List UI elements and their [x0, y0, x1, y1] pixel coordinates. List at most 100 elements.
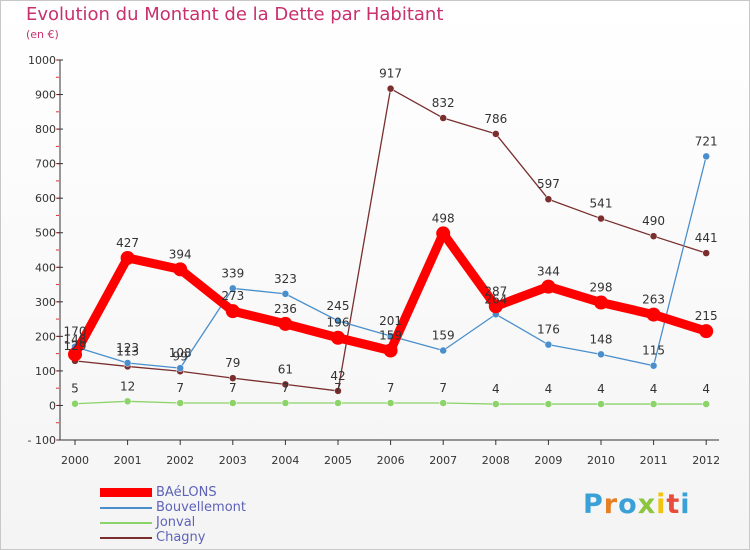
data-point-baélons [331, 330, 345, 345]
data-label: 597 [537, 177, 560, 191]
x-tick-label: 2002 [166, 454, 194, 467]
data-label: 4 [545, 382, 553, 396]
x-tick-label: 2004 [271, 454, 299, 467]
legend-item: Bouvellemont [100, 500, 246, 515]
data-point-chagny [597, 214, 605, 223]
data-point-baélons [173, 262, 188, 277]
data-point-baélons [436, 226, 451, 241]
data-point-jonval [702, 400, 710, 408]
data-label: 441 [695, 231, 718, 245]
data-label: 4 [492, 382, 500, 396]
data-label: 263 [642, 293, 665, 307]
data-label: 176 [537, 323, 560, 337]
data-label: 245 [327, 299, 350, 313]
data-label: 148 [590, 332, 613, 346]
data-label: 4 [597, 382, 605, 396]
data-label: 7 [282, 381, 290, 395]
data-point-chagny [386, 84, 395, 93]
x-tick-label: 2008 [482, 454, 510, 467]
data-label: 917 [379, 67, 402, 81]
y-tick-label: 700 [35, 158, 56, 171]
data-point-baélons [120, 250, 135, 265]
data-point-jonval [71, 399, 79, 408]
x-tick-label: 2010 [587, 454, 615, 467]
data-label: 4 [650, 382, 658, 396]
data-label: 79 [225, 356, 240, 370]
data-point-chagny [492, 130, 500, 138]
data-label: 108 [169, 346, 192, 360]
data-point-jonval [649, 400, 658, 408]
y-tick-label: 1000 [28, 54, 56, 67]
data-point-jonval [123, 397, 132, 406]
data-label: 4 [702, 382, 710, 396]
data-label: 7 [334, 381, 342, 395]
data-label: 832 [432, 96, 455, 110]
data-label: 148 [64, 332, 87, 346]
data-label: 7 [229, 381, 237, 395]
data-point-jonval [544, 400, 553, 408]
data-label: 7 [176, 381, 184, 395]
data-label: 215 [695, 309, 718, 323]
legend-swatch [100, 536, 152, 539]
data-point-bouvellemont [702, 152, 710, 161]
data-point-baélons [488, 299, 503, 314]
data-point-chagny [544, 195, 553, 203]
data-point-chagny [649, 232, 658, 240]
y-tick-label: 500 [35, 227, 56, 240]
x-tick-label: 2003 [219, 454, 247, 467]
data-label: 394 [169, 247, 192, 261]
data-point-bouvellemont [597, 350, 605, 359]
data-point-baélons [383, 343, 398, 358]
data-point-jonval [597, 400, 605, 408]
data-point-baélons [594, 295, 608, 310]
data-label: 323 [274, 272, 297, 286]
data-point-jonval [229, 399, 237, 407]
data-label: 287 [484, 284, 507, 298]
data-label: 490 [642, 214, 665, 228]
data-label: 159 [432, 329, 455, 343]
chart-title: Evolution du Montant de la Dette par Hab… [26, 4, 444, 25]
data-label: 123 [116, 341, 139, 355]
proxiti-logo: Proxiti [583, 489, 691, 520]
data-point-chagny [229, 374, 237, 382]
data-point-jonval [334, 399, 342, 407]
legend-label: Bouvellemont [156, 500, 246, 515]
data-label: 721 [695, 134, 718, 148]
data-point-bouvellemont [176, 364, 184, 372]
x-tick-label: 2012 [692, 454, 720, 467]
data-point-baélons [646, 307, 661, 322]
data-point-bouvellemont [123, 359, 132, 367]
data-label: 170 [64, 325, 87, 339]
data-point-jonval [281, 399, 290, 407]
data-label: 339 [221, 266, 244, 280]
chart-legend: BAéLONS Bouvellemont Jonval Chagny [100, 485, 246, 545]
x-tick-label: 2005 [324, 454, 352, 467]
y-tick-label: 600 [35, 192, 56, 205]
y-tick-label: 900 [35, 89, 56, 102]
x-tick-label: 2009 [534, 454, 562, 467]
legend-label: Jonval [156, 515, 196, 530]
data-label: 5 [71, 382, 79, 396]
y-tick-label: 100 [35, 365, 56, 378]
data-label: 196 [327, 316, 350, 330]
data-label: 7 [439, 381, 447, 395]
legend-swatch [100, 488, 152, 497]
legend-label: Chagny [156, 530, 206, 545]
y-tick-label: 400 [35, 261, 56, 274]
data-label: 99 [173, 349, 188, 363]
data-label: 42 [330, 369, 345, 383]
data-point-chagny [281, 380, 290, 389]
data-point-chagny [334, 387, 342, 395]
data-point-bouvellemont [439, 346, 447, 355]
y-tick-label: - 100 [28, 434, 56, 447]
data-point-jonval [386, 399, 395, 407]
data-label: 236 [274, 302, 297, 316]
chart-subtitle: (en €) [26, 28, 59, 41]
data-point-chagny [439, 114, 447, 122]
legend-swatch [100, 506, 152, 509]
data-label: 12 [120, 379, 135, 393]
data-point-bouvellemont [649, 361, 658, 370]
data-label: 344 [537, 265, 560, 279]
data-label: 786 [484, 112, 507, 126]
x-tick-label: 2007 [429, 454, 457, 467]
